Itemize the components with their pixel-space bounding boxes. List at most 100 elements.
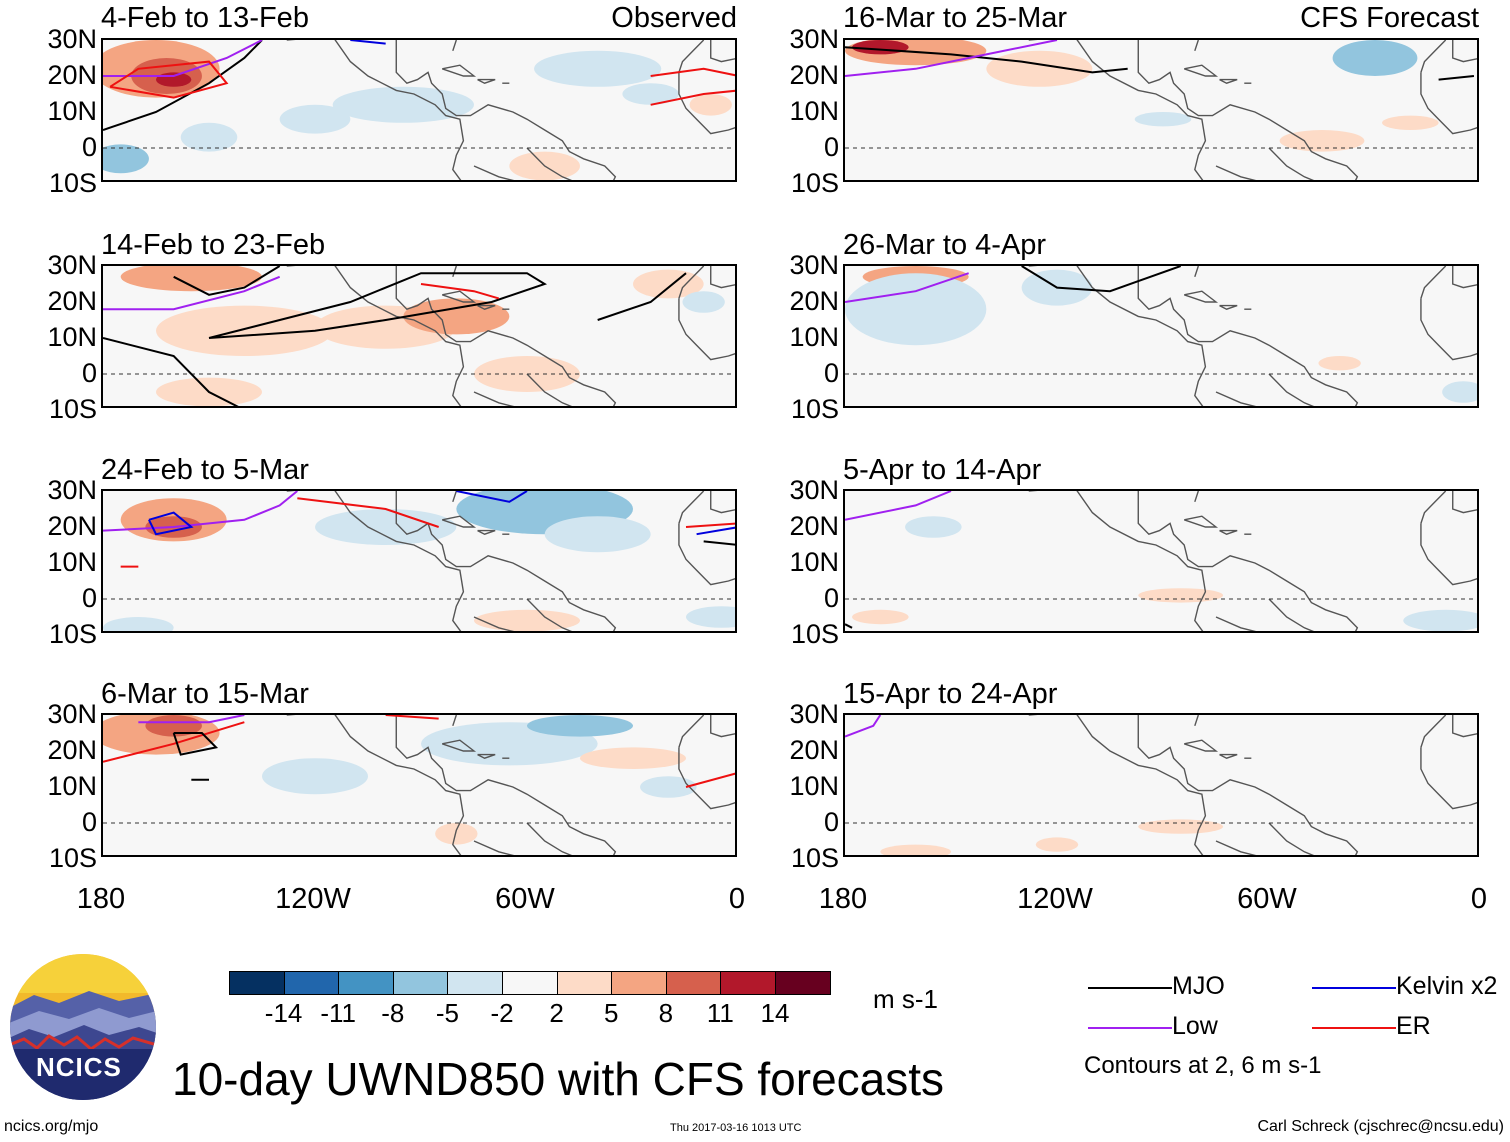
y-tick-label: 10S <box>48 843 97 873</box>
map-svg <box>103 715 735 855</box>
y-tick-label: 0 <box>823 358 839 388</box>
anomaly-shading <box>1035 837 1079 852</box>
coastline <box>1137 266 1359 406</box>
contour-note: Contours at 2, 6 m s-1 <box>1084 1052 1322 1079</box>
coastline <box>477 529 496 535</box>
contour-line <box>350 40 386 45</box>
coastline <box>1420 491 1447 524</box>
anomaly-shading <box>1134 112 1192 127</box>
coastline <box>286 266 465 406</box>
coastline <box>477 753 496 759</box>
y-tick-label: 0 <box>81 358 97 388</box>
y-tick-label: 30N <box>47 24 97 54</box>
coastline <box>1183 290 1219 303</box>
panel-title: 6-Mar to 15-Mar <box>101 678 309 710</box>
coastline <box>678 266 705 299</box>
coastline <box>286 40 465 180</box>
y-tick-label: 10N <box>789 96 839 126</box>
coastline <box>678 298 735 361</box>
contour-line <box>845 491 952 521</box>
coastline <box>710 491 735 514</box>
y-tick-label: 10S <box>790 843 839 873</box>
y-tick-label: 10S <box>790 168 839 198</box>
legend-line <box>1312 1027 1396 1029</box>
coastline <box>441 739 477 752</box>
contour-line <box>103 491 298 532</box>
anomaly-shading <box>1138 588 1224 603</box>
contour-line <box>103 337 239 406</box>
y-tick-label: 0 <box>81 807 97 837</box>
map-panel <box>101 38 737 182</box>
anomaly-shading <box>262 758 368 795</box>
y-tick-label: 10S <box>48 394 97 424</box>
anomaly-shading <box>852 40 909 55</box>
anomaly-shading <box>686 606 735 628</box>
contour-line <box>1438 75 1475 81</box>
coastline <box>1268 147 1315 180</box>
anomaly-shading <box>640 776 697 798</box>
contour-line <box>845 715 882 738</box>
colorbar-swatch <box>283 971 340 995</box>
y-tick-label: 10N <box>47 322 97 352</box>
y-tick-label: 20N <box>789 60 839 90</box>
coastline <box>1215 840 1257 855</box>
coastline <box>1194 715 1199 727</box>
y-tick-label: 10S <box>790 619 839 649</box>
coastline <box>1215 616 1257 631</box>
coastline <box>1420 72 1477 135</box>
colorbar-swatch <box>338 971 394 995</box>
coastline <box>710 40 735 63</box>
coastline <box>395 491 617 631</box>
y-tick-label: 30N <box>789 24 839 54</box>
coastline <box>526 822 573 855</box>
anomaly-shading <box>1279 130 1365 152</box>
ncics-logo <box>10 954 156 1100</box>
colorbar-label: -2 <box>490 998 514 1028</box>
y-tick-label: 20N <box>47 60 97 90</box>
coastline <box>526 598 573 631</box>
y-tick-label: 0 <box>81 583 97 613</box>
coastline <box>1219 753 1238 759</box>
anomaly-shading <box>103 144 149 174</box>
y-tick-label: 10N <box>789 322 839 352</box>
map-svg <box>845 266 1477 406</box>
y-tick-label: 30N <box>789 475 839 505</box>
y-tick-label: 10N <box>47 771 97 801</box>
footer-url[interactable]: ncics.org/mjo <box>4 1118 99 1135</box>
contour-line <box>685 522 735 528</box>
contour-line <box>420 283 500 300</box>
colorbar-swatch <box>611 971 667 995</box>
y-tick-label: 10N <box>47 96 97 126</box>
x-tick-label: 180 <box>76 883 126 915</box>
coastline <box>1420 40 1447 73</box>
anomaly-shading <box>145 715 202 737</box>
y-tick-label: 20N <box>47 511 97 541</box>
coastline <box>1420 523 1477 586</box>
colorbar-swatch <box>502 971 558 995</box>
coastline <box>1215 165 1257 180</box>
map-panel <box>101 264 737 408</box>
panel-title: 16-Mar to 25-Mar <box>843 2 1068 34</box>
anomaly-shading <box>527 715 633 737</box>
coastline <box>473 840 515 855</box>
coastline <box>1194 40 1199 52</box>
contour-line <box>172 732 219 756</box>
coastline <box>1452 491 1477 514</box>
coastline <box>1452 40 1477 63</box>
coastline <box>1028 40 1207 180</box>
x-tick-label: 120W <box>1017 883 1093 915</box>
coastline <box>1219 304 1238 310</box>
map-panel <box>843 38 1479 182</box>
coastline <box>678 523 735 586</box>
legend-label: ER <box>1396 1012 1431 1040</box>
y-tick-label: 10N <box>789 771 839 801</box>
map-svg <box>845 40 1477 180</box>
coastline <box>286 715 465 855</box>
coastline <box>1452 266 1477 289</box>
contour-line <box>148 511 194 536</box>
anomaly-shading <box>689 94 732 116</box>
y-tick-label: 20N <box>47 735 97 765</box>
anomaly-shading <box>1332 40 1418 76</box>
coastline <box>1028 266 1207 406</box>
x-tick-label: 60W <box>1237 883 1297 915</box>
